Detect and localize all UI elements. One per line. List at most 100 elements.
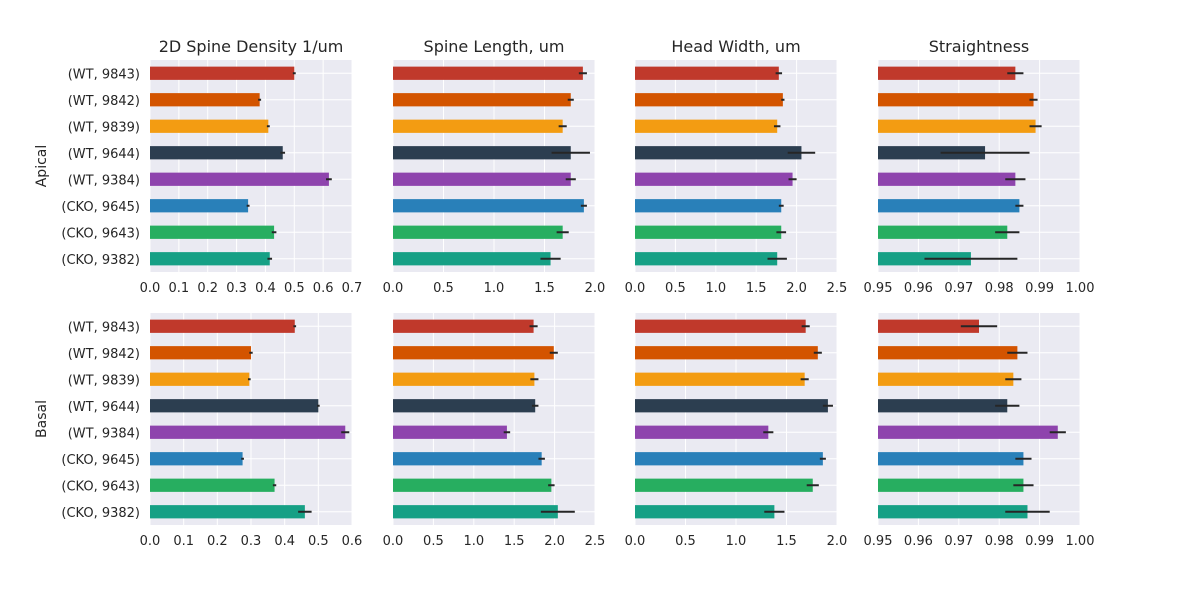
x-tick-label: 1.5	[746, 281, 767, 296]
bar	[393, 399, 536, 413]
x-tick-label: 2.0	[585, 281, 606, 296]
bar	[635, 372, 805, 386]
y-tick-label: (WT, 9644)	[68, 400, 140, 415]
x-tick-label: 1.00	[1066, 281, 1095, 296]
x-tick-label: 0.7	[342, 281, 363, 296]
bar	[878, 66, 1016, 80]
row-label: Apical	[34, 145, 50, 188]
bar	[393, 172, 571, 186]
x-tick-label: 0.5	[308, 534, 329, 549]
bar	[393, 425, 507, 439]
x-tick-label: 0.1	[173, 534, 194, 549]
bar	[150, 505, 305, 519]
bar	[878, 319, 979, 333]
bar	[878, 425, 1058, 439]
bar	[150, 66, 295, 80]
y-tick-label: (WT, 9384)	[68, 426, 140, 441]
bar	[635, 225, 782, 239]
bar	[878, 372, 1014, 386]
bar	[635, 66, 779, 80]
x-tick-label: 0.96	[904, 281, 933, 296]
bar	[393, 319, 534, 333]
panel: 0.95 0.96 0.97 0.98 0.99 1.00	[864, 313, 1095, 549]
bar	[635, 93, 783, 107]
bar	[635, 146, 802, 160]
plot-area	[150, 60, 352, 272]
bar	[635, 319, 806, 333]
x-tick-label: 0.98	[985, 281, 1014, 296]
bar	[635, 119, 778, 133]
bar	[150, 478, 275, 492]
x-tick-label: 0.97	[944, 281, 973, 296]
bar	[150, 146, 283, 160]
bar	[878, 346, 1018, 360]
x-tick-label: 1.0	[705, 281, 726, 296]
bar	[635, 505, 775, 519]
x-tick-label: 0.5	[665, 281, 686, 296]
bar	[393, 505, 558, 519]
bar	[393, 93, 571, 107]
x-tick-label: 0.1	[169, 281, 190, 296]
bar	[635, 452, 823, 466]
x-tick-label: 2.5	[827, 281, 848, 296]
y-tick-label: (WT, 9843)	[68, 320, 140, 335]
panel: 0.0 0.5 1.0 1.5 2.0 2.5	[625, 60, 848, 296]
y-tick-label: (CKO, 9382)	[61, 506, 140, 521]
x-tick-label: 0.0	[625, 534, 646, 549]
x-tick-label: 0.4	[255, 281, 276, 296]
bar	[150, 119, 269, 133]
bar	[150, 452, 243, 466]
x-tick-label: 0.3	[241, 534, 262, 549]
panel-title: Straightness	[929, 37, 1029, 56]
x-tick-label: 0.95	[864, 281, 893, 296]
x-tick-label: 0.0	[140, 534, 161, 549]
bar	[878, 478, 1024, 492]
x-tick-label: 0.2	[207, 534, 228, 549]
x-tick-label: 0.0	[383, 534, 404, 549]
panel: 0.0 0.1 0.2 0.3 0.4 0.5 0.6 0.7 (WT, 9843) (WT, 9…	[61, 60, 362, 296]
panel: 0.0 0.5 1.0 1.5 2.0	[625, 313, 847, 549]
x-tick-label: 0.98	[985, 534, 1014, 549]
bar	[393, 225, 563, 239]
plot-area	[635, 60, 837, 272]
plot-area	[878, 60, 1080, 272]
row-label: Basal	[34, 400, 50, 438]
x-tick-label: 1.5	[504, 534, 525, 549]
x-tick-label: 0.99	[1025, 281, 1054, 296]
bar	[393, 478, 552, 492]
x-tick-label: 0.0	[625, 281, 646, 296]
y-tick-label: (WT, 9843)	[68, 67, 140, 82]
bar	[393, 252, 551, 266]
x-tick-label: 0.2	[197, 281, 218, 296]
y-tick-label: (CKO, 9643)	[61, 226, 140, 241]
y-tick-label: (CKO, 9645)	[61, 453, 140, 468]
bar	[150, 399, 319, 413]
y-tick-label: (WT, 9839)	[68, 120, 140, 135]
panel-title: 2D Spine Density 1/um	[159, 37, 344, 56]
bar	[878, 119, 1036, 133]
x-tick-label: 1.00	[1066, 534, 1095, 549]
bar	[393, 146, 571, 160]
bar	[635, 252, 778, 266]
panel: 0.95 0.96 0.97 0.98 0.99 1.00	[864, 60, 1095, 296]
bar	[393, 346, 554, 360]
x-tick-label: 0.5	[423, 534, 444, 549]
bar	[878, 93, 1034, 107]
bar	[393, 452, 542, 466]
y-tick-label: (WT, 9644)	[68, 147, 140, 162]
x-tick-label: 1.5	[776, 534, 797, 549]
panel-title: Spine Length, um	[424, 37, 565, 56]
y-tick-label: (WT, 9842)	[68, 94, 140, 109]
bar	[150, 93, 260, 107]
bar	[878, 252, 971, 266]
x-tick-label: 0.6	[313, 281, 334, 296]
x-tick-label: 0.97	[944, 534, 973, 549]
x-tick-label: 0.0	[383, 281, 404, 296]
y-tick-label: (WT, 9384)	[68, 173, 140, 188]
x-tick-label: 0.5	[433, 281, 454, 296]
bar	[393, 119, 563, 133]
bar	[635, 399, 828, 413]
bar	[635, 425, 769, 439]
bar	[150, 346, 251, 360]
bar	[635, 172, 793, 186]
